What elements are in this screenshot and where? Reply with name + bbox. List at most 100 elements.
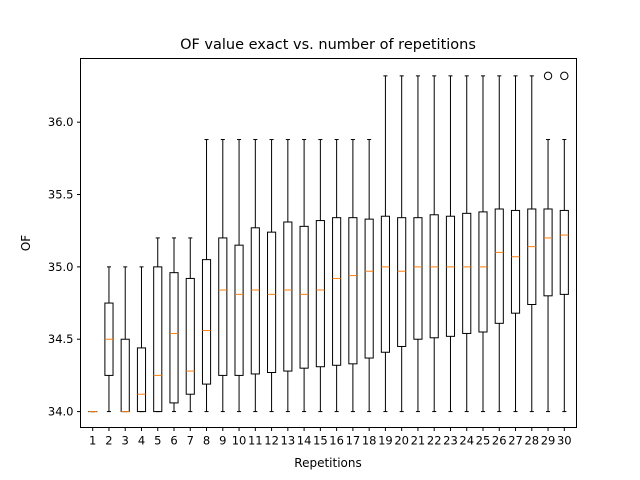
box-body	[136, 347, 147, 413]
plot-area	[88, 71, 569, 413]
box-body	[250, 227, 260, 375]
x-tick-label: 26	[492, 434, 507, 448]
box-12	[267, 139, 277, 413]
x-tick-label: 17	[346, 434, 361, 448]
x-tick-label: 22	[427, 434, 442, 448]
box-body	[332, 217, 342, 366]
x-tick-label: 5	[154, 434, 161, 448]
box-body	[397, 217, 407, 347]
box-22	[429, 75, 439, 413]
x-tick-label: 16	[329, 434, 344, 448]
box-18	[364, 139, 374, 413]
box-23	[445, 75, 456, 413]
x-tick-label: 13	[281, 434, 296, 448]
box-body	[299, 225, 309, 369]
x-tick-label: 30	[557, 434, 572, 448]
chart-title: OF value exact vs. number of repetitions	[180, 37, 476, 53]
box-body	[283, 221, 293, 372]
box-9	[218, 139, 228, 413]
box-body	[494, 208, 504, 324]
box-body	[267, 231, 277, 374]
box-13	[283, 139, 293, 413]
x-tick-label: 24	[459, 434, 474, 448]
y-axis-label: OF	[19, 235, 33, 251]
x-tick-label: 18	[362, 434, 377, 448]
x-axis: 1 2 3 4 5 6 7 8 9 10 11 12 13 14 15 16 17 18 19 20 21 22 23 24 2…	[89, 427, 572, 448]
x-tick-label: 15	[313, 434, 328, 448]
x-tick-label: 3	[122, 434, 129, 448]
box-body	[559, 209, 569, 295]
x-tick-label: 20	[394, 434, 409, 448]
x-tick-label: 1	[89, 434, 96, 448]
box-25	[478, 75, 488, 413]
box-16	[332, 139, 342, 413]
box-6	[169, 237, 179, 413]
x-tick-label: 29	[541, 434, 556, 448]
x-tick-label: 2	[105, 434, 112, 448]
x-tick-label: 23	[443, 434, 458, 448]
box-30	[559, 71, 569, 413]
box-2	[104, 266, 114, 413]
box-26	[494, 75, 504, 413]
box-body	[218, 237, 228, 376]
x-tick-label: 14	[297, 434, 312, 448]
box-body	[413, 217, 423, 340]
x-tick-label: 27	[508, 434, 523, 448]
box-21	[413, 75, 423, 413]
box-body	[380, 215, 390, 353]
box-body	[234, 244, 244, 376]
x-axis-label: Repetitions	[294, 456, 361, 470]
x-tick-label: 28	[524, 434, 539, 448]
box-body	[364, 218, 374, 359]
y-tick-label: 34.5	[48, 332, 74, 346]
outlier-point	[560, 71, 569, 81]
y-tick-label: 35.5	[48, 188, 74, 202]
box-10	[234, 139, 244, 413]
box-body	[153, 266, 163, 413]
x-tick-label: 9	[219, 434, 226, 448]
x-tick-label: 11	[248, 434, 263, 448]
y-tick-label: 36.0	[48, 115, 74, 129]
outlier-point	[543, 71, 553, 81]
box-28	[527, 75, 537, 413]
box-body	[201, 259, 212, 385]
box-7	[185, 237, 195, 413]
x-tick-label: 6	[170, 434, 177, 448]
box-14	[299, 139, 309, 413]
y-axis: 34.0 34.5 35.0 35.5 36.0	[48, 115, 81, 419]
box-17	[348, 139, 358, 413]
box-body	[543, 208, 553, 297]
box-body	[169, 272, 179, 404]
x-tick-label: 21	[411, 434, 426, 448]
box-body	[462, 212, 472, 334]
box-body	[445, 215, 456, 337]
x-tick-label: 25	[476, 434, 491, 448]
box-8	[201, 139, 212, 413]
x-tick-label: 4	[138, 434, 145, 448]
box-body	[348, 217, 358, 365]
box-body	[315, 220, 325, 368]
box-body	[527, 208, 537, 305]
box-4	[136, 266, 147, 413]
x-tick-label: 12	[264, 434, 279, 448]
x-tick-label: 8	[203, 434, 210, 448]
box-20	[397, 75, 407, 413]
y-tick-label: 35.0	[48, 260, 74, 274]
x-tick-label: 19	[378, 434, 393, 448]
box-15	[315, 139, 325, 413]
box-5	[153, 237, 163, 413]
box-body	[429, 214, 439, 339]
box-19	[380, 75, 390, 413]
x-tick-label: 7	[187, 434, 194, 448]
y-tick-label: 34.0	[48, 405, 74, 419]
box-body	[510, 209, 521, 314]
axes-frame	[80, 58, 577, 428]
box-3	[120, 266, 130, 413]
box-body	[185, 277, 195, 395]
x-tick-label: 10	[232, 434, 247, 448]
box-24	[462, 75, 472, 413]
box-11	[250, 139, 260, 413]
box-body	[478, 211, 488, 333]
box-27	[510, 75, 521, 413]
